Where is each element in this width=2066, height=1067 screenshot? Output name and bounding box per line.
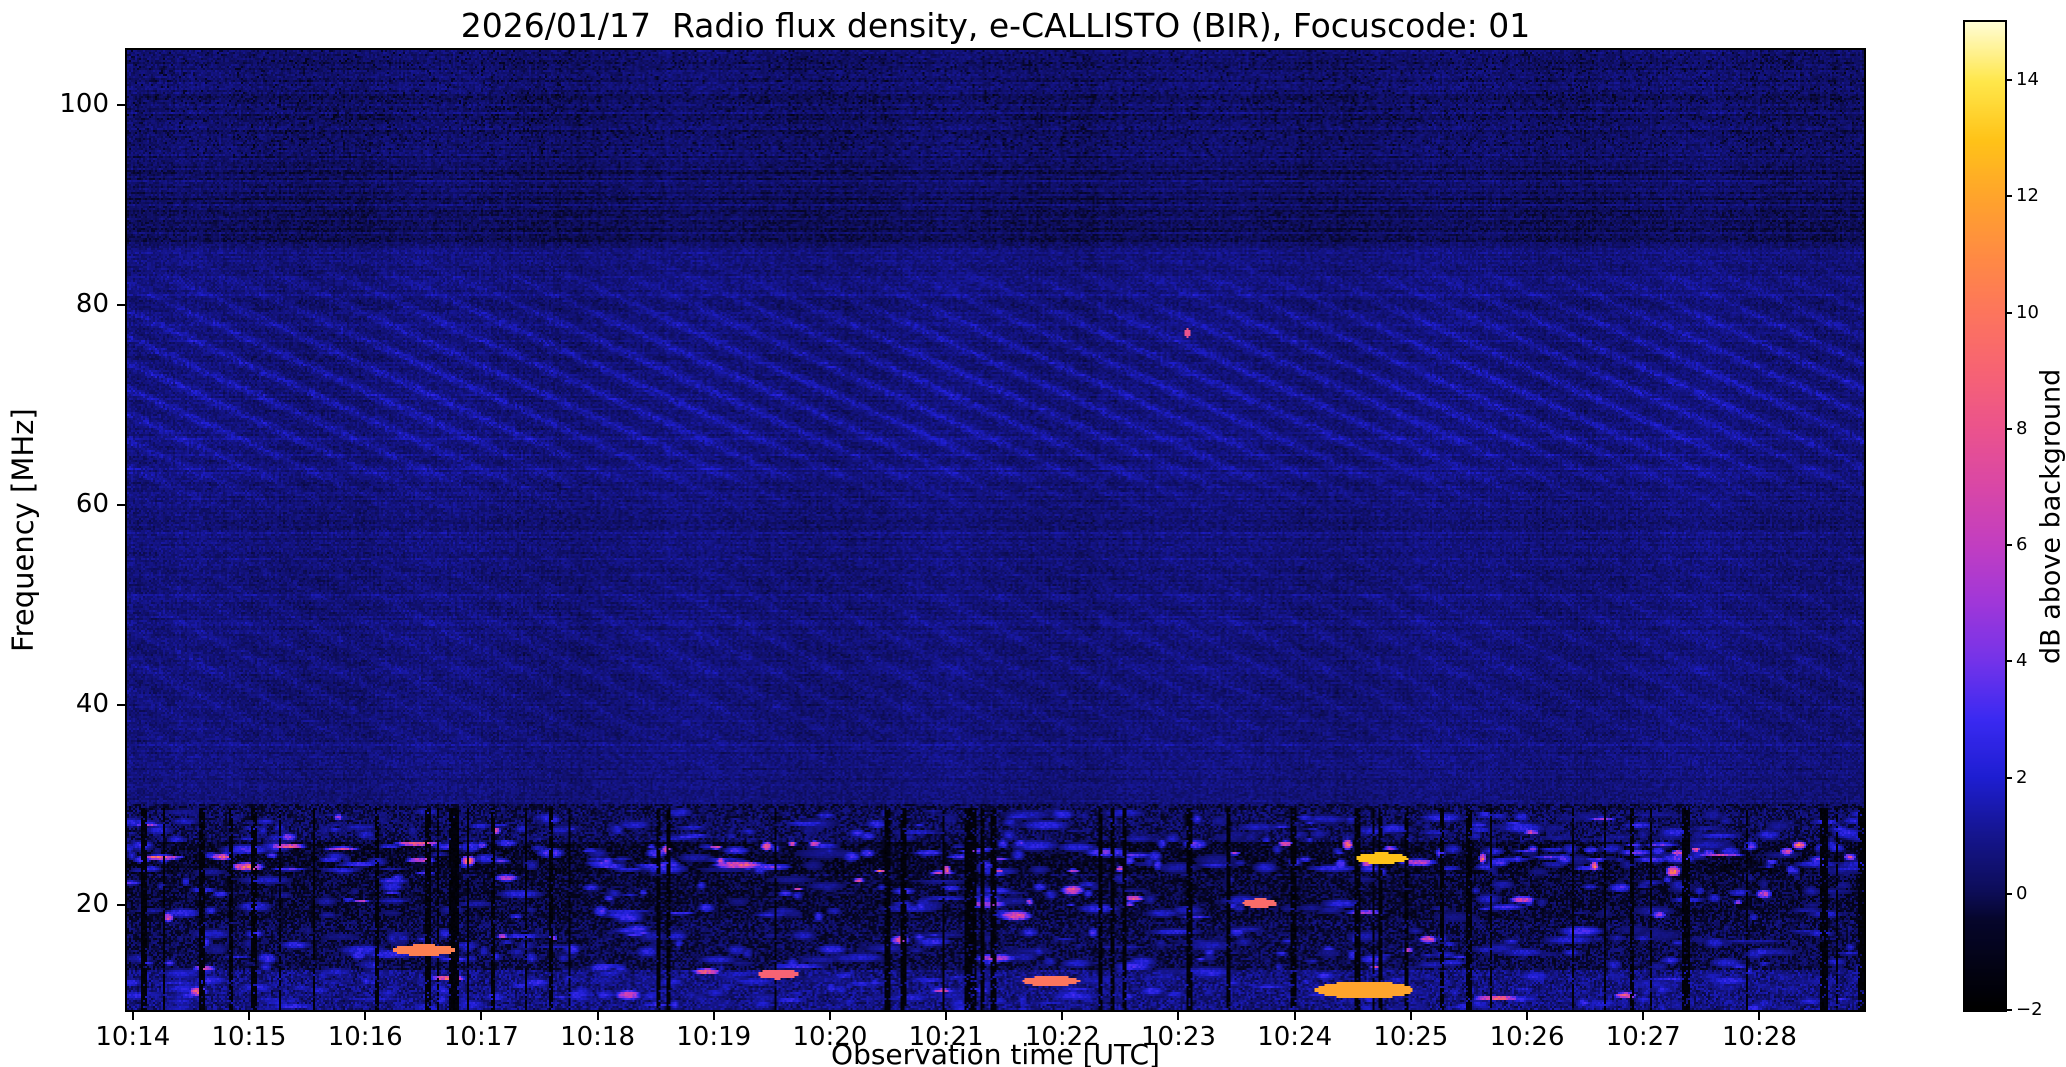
x-tick-label: 10:27 xyxy=(1605,1022,1681,1052)
x-tick-label: 10:19 xyxy=(676,1022,752,1052)
x-tick-mark xyxy=(247,1010,250,1020)
colorbar-tick-mark xyxy=(2005,311,2012,314)
colorbar-tick-label: 8 xyxy=(2016,417,2028,439)
y-tick-mark xyxy=(117,704,127,706)
colorbar-tick-mark xyxy=(2005,776,2012,779)
colorbar-gradient xyxy=(1963,20,2007,1012)
x-tick-mark xyxy=(480,1010,483,1020)
x-tick-mark xyxy=(131,1010,134,1020)
colorbar-label: dB above background xyxy=(2035,368,2066,664)
y-tick-label: 60 xyxy=(75,489,109,519)
x-tick-mark xyxy=(1061,1010,1064,1020)
y-tick-label: 80 xyxy=(75,289,109,319)
colorbar-tick-label: −2 xyxy=(2016,999,2043,1020)
colorbar-tick-mark xyxy=(2005,195,2012,198)
x-tick-label: 10:18 xyxy=(560,1022,636,1052)
x-tick-mark xyxy=(596,1010,599,1020)
x-tick-mark xyxy=(1642,1010,1645,1020)
colorbar-tick-label: 10 xyxy=(2016,301,2039,323)
x-tick-label: 10:26 xyxy=(1489,1022,1565,1052)
chart-title: 2026/01/17 Radio flux density, e-CALLIST… xyxy=(460,6,1531,45)
x-tick-mark xyxy=(712,1010,715,1020)
x-tick-mark xyxy=(364,1010,367,1020)
x-tick-label: 10:24 xyxy=(1257,1022,1333,1052)
colorbar-tick-mark xyxy=(2005,544,2012,547)
colorbar-tick-label: 4 xyxy=(2016,650,2028,672)
colorbar-tick-mark xyxy=(2005,892,2012,895)
x-tick-mark xyxy=(1409,1010,1412,1020)
colorbar-tick-mark xyxy=(2005,660,2012,663)
x-axis-label: Observation time [UTC] xyxy=(831,1038,1160,1067)
x-tick-mark xyxy=(1293,1010,1296,1020)
colorbar-tick-mark xyxy=(2005,1009,2012,1011)
x-tick-label: 10:17 xyxy=(443,1022,519,1052)
x-tick-label: 10:20 xyxy=(792,1022,868,1052)
x-tick-label: 10:15 xyxy=(211,1022,287,1052)
x-tick-label: 10:16 xyxy=(327,1022,403,1052)
x-tick-label: 10:25 xyxy=(1373,1022,1449,1052)
x-tick-mark xyxy=(1526,1010,1529,1020)
x-tick-mark xyxy=(1758,1010,1761,1020)
y-tick-mark xyxy=(117,504,127,506)
x-tick-mark xyxy=(828,1010,831,1020)
colorbar-tick-mark xyxy=(2005,427,2012,430)
x-tick-label: 10:22 xyxy=(1024,1022,1100,1052)
x-tick-mark xyxy=(945,1010,948,1020)
x-tick-label: 10:14 xyxy=(95,1022,171,1052)
colorbar-tick-label: 0 xyxy=(2016,882,2028,904)
y-tick-mark xyxy=(117,304,127,306)
colorbar-tick-label: 12 xyxy=(2016,185,2039,207)
x-tick-label: 10:23 xyxy=(1141,1022,1216,1052)
colorbar-tick-label: 14 xyxy=(2016,69,2039,91)
y-tick-mark xyxy=(117,104,127,106)
colorbar-tick-label: 6 xyxy=(2016,534,2028,556)
x-tick-mark xyxy=(1177,1010,1180,1020)
y-tick-label: 40 xyxy=(75,689,109,719)
colorbar-tick-label: 2 xyxy=(2016,766,2028,788)
y-axis-label: Frequency [MHz] xyxy=(6,408,40,652)
x-tick-label: 10:28 xyxy=(1721,1022,1797,1052)
colorbar-tick-mark xyxy=(2005,79,2012,82)
x-tick-label: 10:21 xyxy=(908,1022,984,1052)
spectrogram-heatmap xyxy=(125,48,1866,1012)
y-tick-mark xyxy=(117,904,127,906)
y-tick-label: 20 xyxy=(75,889,109,919)
y-tick-label: 100 xyxy=(59,89,109,119)
